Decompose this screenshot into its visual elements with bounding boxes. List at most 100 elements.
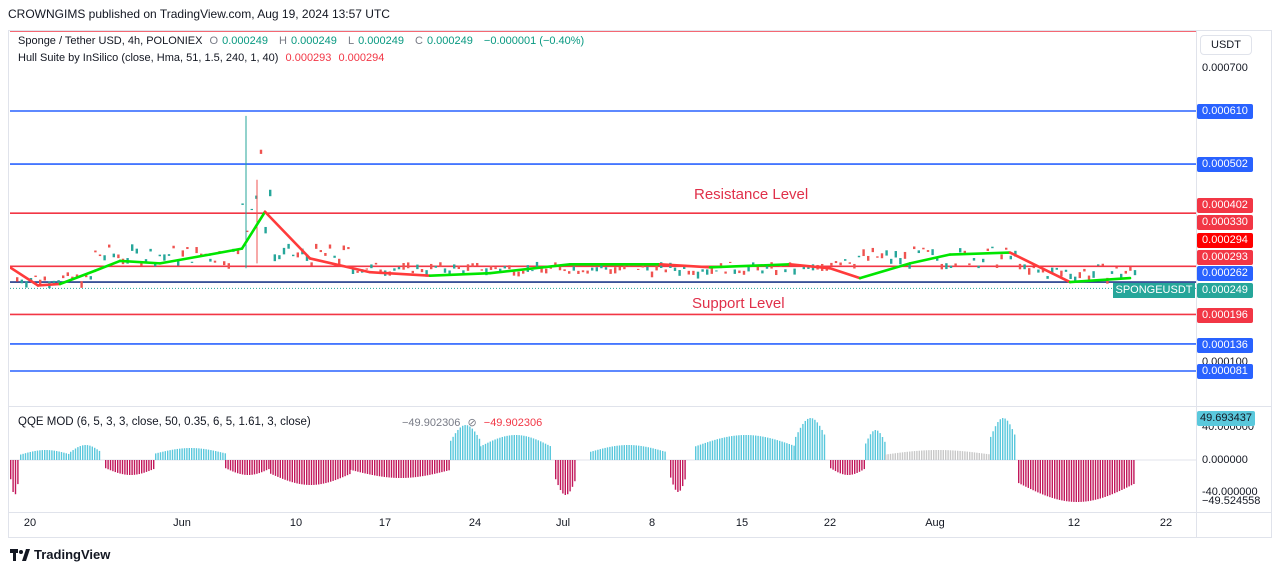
support-label[interactable]: Support Level [692, 295, 785, 312]
qqe-bar [20, 454, 22, 460]
hull-segment [488, 263, 572, 275]
candle [416, 264, 419, 270]
qqe-bar [402, 460, 405, 478]
candle [1046, 276, 1049, 279]
qqe-bar [258, 460, 260, 474]
candle [167, 254, 171, 256]
qqe-bar [599, 449, 601, 460]
candle [163, 254, 166, 261]
qqe-bar [342, 460, 344, 478]
qqe-bar [48, 450, 51, 460]
candle [278, 255, 281, 260]
candle [420, 269, 424, 273]
qqe-bar [504, 436, 506, 460]
symbol-price-tag: SPONGEUSDT [1113, 283, 1195, 298]
symbol-name[interactable]: Sponge / Tether USD, 4h, POLONIEX [18, 35, 203, 47]
candle [434, 265, 437, 268]
qqe-bar [237, 460, 239, 474]
candle [535, 261, 539, 269]
candle [862, 249, 865, 257]
qqe-bar [832, 460, 834, 470]
candle [255, 195, 258, 199]
candle [374, 262, 378, 265]
qqe-name[interactable]: QQE MOD (6, 5, 3, 3, close, 50, 0.35, 6,… [18, 416, 311, 428]
qqe-bar [889, 453, 892, 460]
qqe-bar [885, 454, 887, 460]
candle [1005, 247, 1008, 250]
candle [1074, 276, 1077, 283]
qqe-bar [256, 460, 258, 474]
candle [1051, 267, 1054, 274]
candle [181, 250, 184, 257]
qqe-bar [1042, 460, 1044, 495]
qqe-canvas[interactable] [10, 407, 1196, 512]
qqe-bar [1118, 460, 1121, 492]
qqe-bar [854, 460, 856, 474]
hull-segment [948, 251, 1012, 256]
candle [186, 247, 189, 250]
qqe-bar [1114, 460, 1116, 494]
indicator-name[interactable]: Hull Suite by InSilico (close, Hma, 51, … [18, 52, 279, 64]
candle [1014, 250, 1017, 257]
qqe-bar [417, 460, 419, 477]
qqe-bar [525, 436, 527, 460]
price-tag: 0.000196 [1197, 308, 1253, 323]
qqe-bar [557, 460, 559, 486]
candle [673, 267, 677, 271]
hull-segment [858, 262, 912, 280]
qqe-bar [291, 460, 293, 483]
tradingview-logo[interactable]: TradingView [10, 547, 110, 562]
qqe-bar [549, 446, 551, 460]
qqe-bar [638, 445, 640, 460]
qqe-bar [508, 435, 511, 460]
qqe-bar [357, 460, 359, 472]
qqe-eye-icon[interactable]: ⊘ [467, 417, 477, 429]
qqe-bar [771, 438, 774, 460]
qqe-bar [179, 448, 181, 460]
qqe-bar [109, 460, 112, 471]
qqe-bar [592, 451, 594, 460]
qqe-bar [36, 450, 39, 460]
qqe-bar [964, 451, 966, 460]
qqe-bar [1056, 460, 1058, 500]
candle [618, 266, 621, 271]
qqe-bar [77, 447, 79, 460]
qqe-bar [98, 450, 101, 460]
qqe-bar [704, 442, 706, 460]
resistance-label[interactable]: Resistance Level [694, 186, 809, 203]
qqe-bar [484, 443, 487, 460]
qqe-bar [393, 460, 395, 478]
candle [195, 247, 198, 254]
time-tick: 22 [1159, 517, 1173, 529]
candle [701, 269, 704, 272]
qqe-bar [14, 460, 17, 495]
hull-segment [208, 247, 244, 256]
qqe-bar [210, 450, 212, 460]
candle [1124, 270, 1127, 274]
qqe-bar [131, 460, 133, 475]
qqe-bar [466, 425, 469, 460]
qqe-bar [296, 460, 298, 484]
candle [319, 250, 322, 253]
time-tick: 12 [1067, 517, 1081, 529]
pane-divider[interactable] [8, 406, 1272, 407]
qqe-bar [1049, 460, 1051, 498]
currency-button[interactable]: USDT [1200, 35, 1252, 55]
qqe-bar [523, 435, 525, 460]
qqe-bar [330, 460, 332, 482]
qqe-bar [647, 447, 649, 460]
qqe-bar [388, 460, 390, 478]
qqe-bar [604, 447, 606, 460]
qqe-bar [1068, 460, 1070, 502]
candle [503, 266, 506, 269]
price-chart-canvas[interactable] [10, 31, 1196, 511]
candle [926, 250, 930, 252]
candle [273, 254, 276, 262]
candle [172, 245, 175, 249]
qqe-bar [793, 445, 795, 460]
qqe-bar [476, 434, 478, 460]
hull-segment [93, 259, 122, 273]
qqe-bar [856, 460, 858, 473]
candle [200, 253, 203, 255]
qqe-bar [776, 440, 778, 460]
